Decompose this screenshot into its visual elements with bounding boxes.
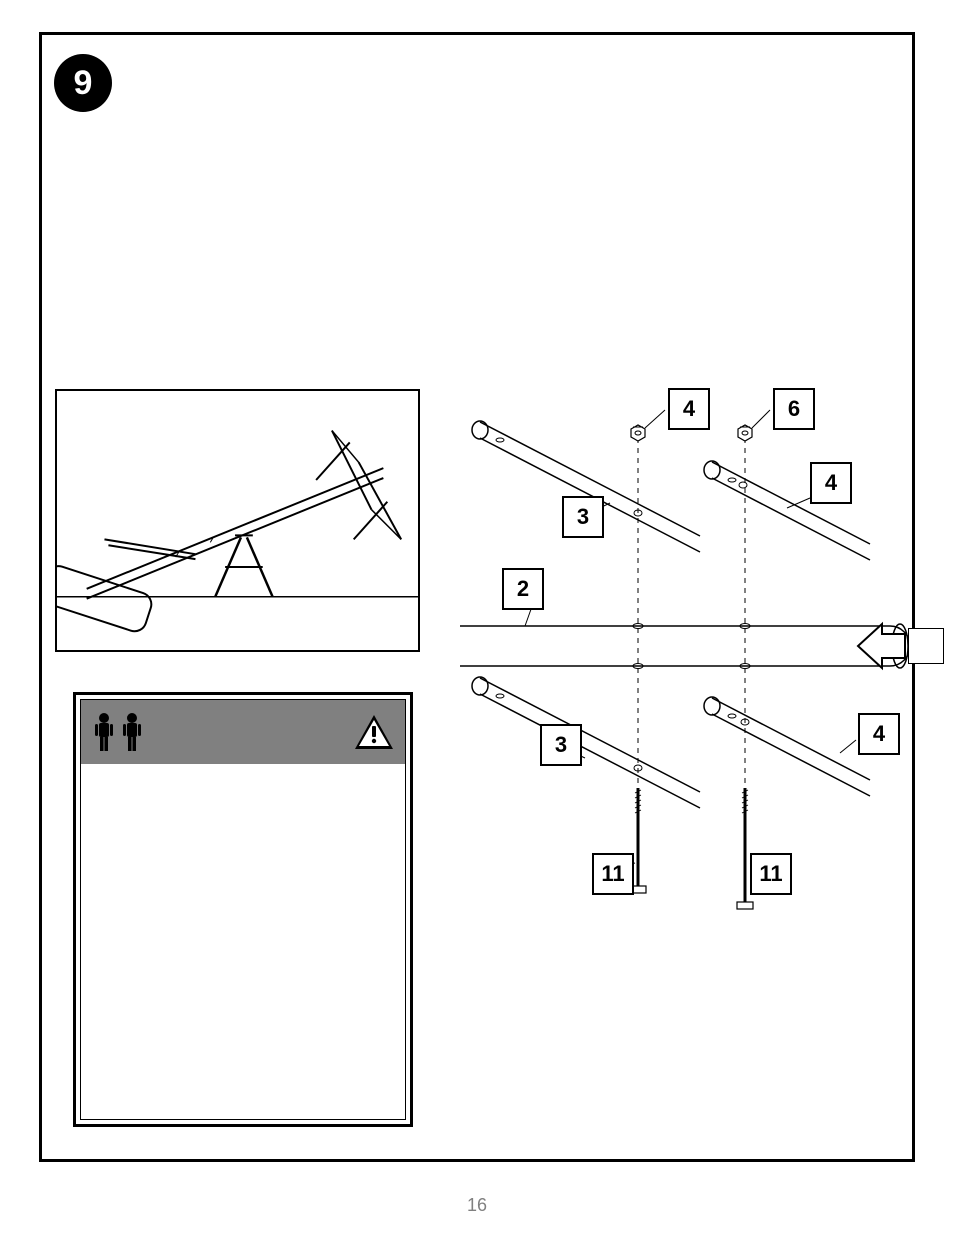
- warning-header: [81, 700, 405, 764]
- callout-text: 4: [873, 721, 885, 747]
- callout-text: 3: [555, 732, 567, 758]
- two-person-icon: [91, 712, 145, 752]
- callout-text: 11: [601, 861, 624, 887]
- callout-strut-tr: 4: [810, 462, 852, 504]
- callout-text: 4: [825, 470, 837, 496]
- warning-triangle-icon: [353, 713, 395, 751]
- callout-strut-tl: 3: [562, 496, 604, 538]
- callout-strut-br: 4: [858, 713, 900, 755]
- tip-illustration-svg: [57, 391, 418, 651]
- callout-bolt-right: 11: [750, 853, 792, 895]
- person-icon: [119, 712, 145, 752]
- person-icon: [91, 712, 117, 752]
- page-number: 16: [0, 1195, 954, 1216]
- page-root: 9: [0, 0, 954, 1235]
- callout-arrow: [908, 628, 944, 664]
- callout-main-pole: 2: [502, 568, 544, 610]
- page-number-text: 16: [467, 1195, 487, 1215]
- callout-text: 3: [577, 504, 589, 530]
- callout-text: 4: [683, 396, 695, 422]
- warning-box: [73, 692, 413, 1127]
- callout-nut-left: 4: [668, 388, 710, 430]
- callout-text: 2: [517, 576, 529, 602]
- step-number: 9: [74, 64, 93, 103]
- warning-box-inner: [80, 699, 406, 1120]
- callout-nut-right: 6: [773, 388, 815, 430]
- callout-strut-bl: 3: [540, 724, 582, 766]
- callout-bolt-left: 11: [592, 853, 634, 895]
- callout-text: 11: [759, 861, 782, 887]
- step-number-circle: 9: [54, 54, 112, 112]
- tip-illustration: [55, 389, 420, 652]
- callout-text: 6: [788, 396, 800, 422]
